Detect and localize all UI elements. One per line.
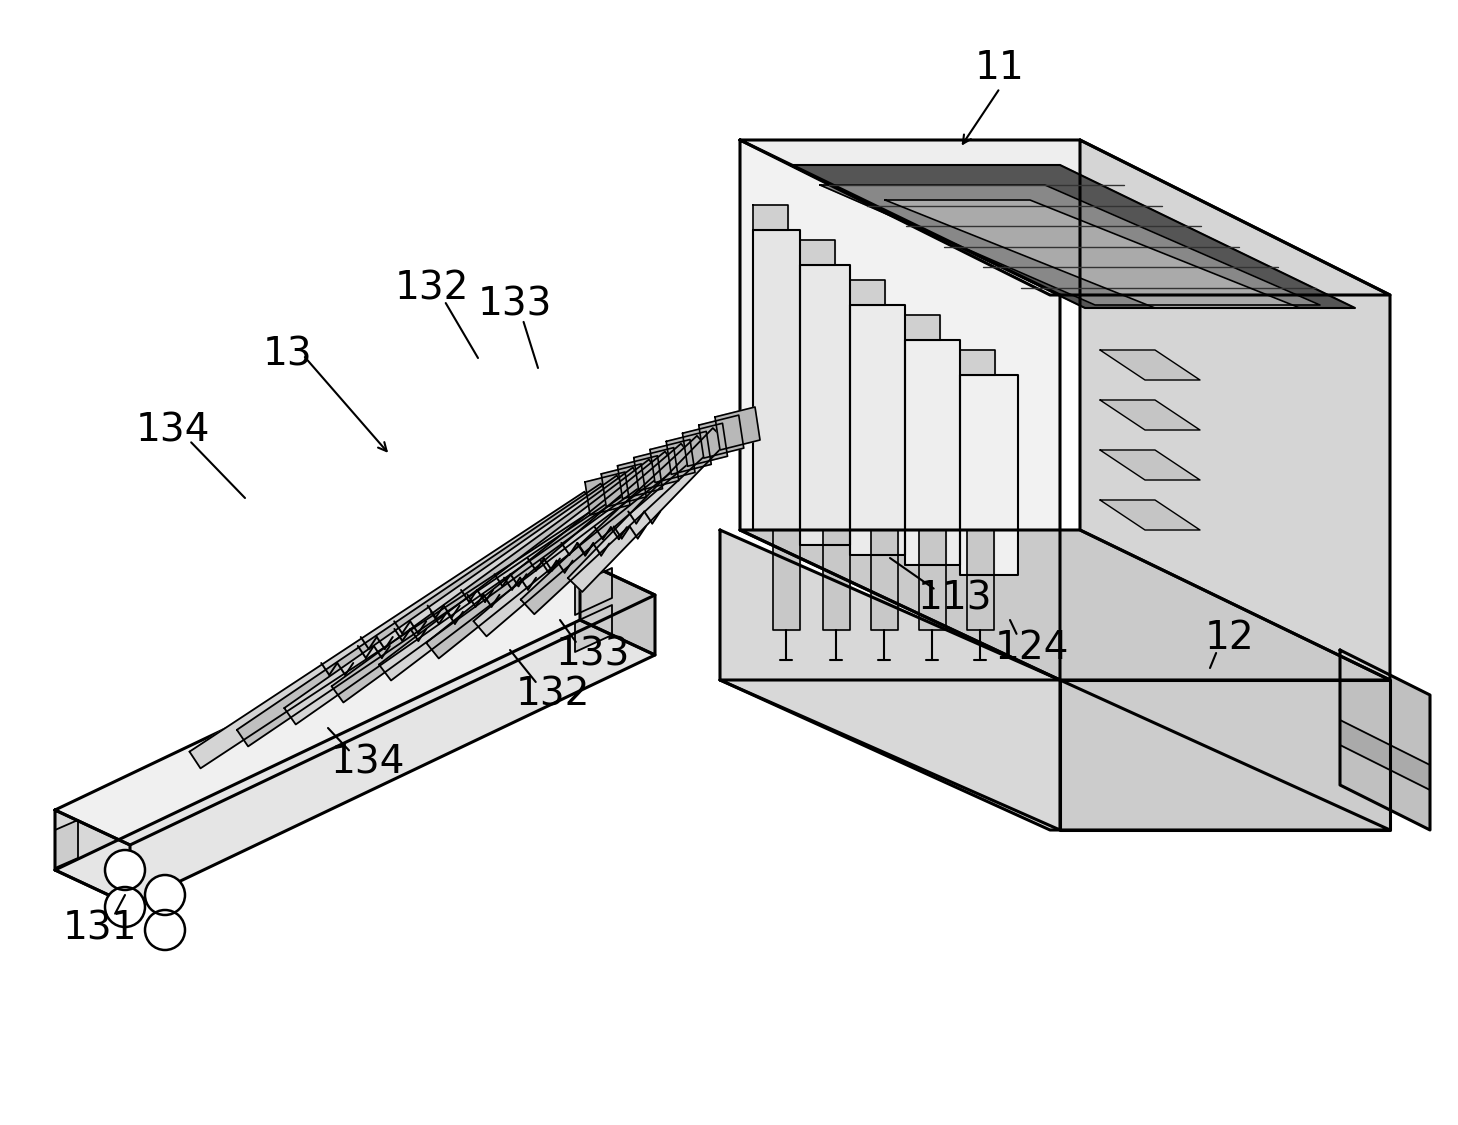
Polygon shape bbox=[1099, 400, 1200, 430]
Polygon shape bbox=[634, 448, 679, 490]
Polygon shape bbox=[1099, 350, 1200, 380]
Polygon shape bbox=[819, 184, 1319, 305]
Polygon shape bbox=[720, 680, 1389, 830]
Polygon shape bbox=[521, 435, 710, 614]
Polygon shape bbox=[850, 305, 905, 555]
Polygon shape bbox=[714, 407, 760, 450]
Polygon shape bbox=[822, 530, 850, 630]
Polygon shape bbox=[720, 530, 1060, 830]
Polygon shape bbox=[741, 140, 1060, 680]
Text: 134: 134 bbox=[331, 742, 405, 781]
Polygon shape bbox=[618, 456, 662, 498]
Polygon shape bbox=[331, 468, 644, 702]
Polygon shape bbox=[967, 530, 994, 630]
Circle shape bbox=[105, 886, 144, 927]
Polygon shape bbox=[580, 560, 655, 655]
Text: 132: 132 bbox=[516, 676, 590, 714]
Polygon shape bbox=[1340, 650, 1430, 830]
Polygon shape bbox=[567, 428, 728, 592]
Polygon shape bbox=[1060, 680, 1389, 830]
Polygon shape bbox=[800, 266, 850, 544]
Polygon shape bbox=[601, 464, 646, 507]
Polygon shape bbox=[905, 315, 940, 340]
Polygon shape bbox=[682, 423, 728, 466]
Circle shape bbox=[144, 875, 185, 915]
Circle shape bbox=[144, 910, 185, 950]
Polygon shape bbox=[790, 165, 1354, 308]
Polygon shape bbox=[379, 459, 660, 681]
Text: 124: 124 bbox=[994, 629, 1069, 667]
Polygon shape bbox=[741, 140, 1389, 295]
Polygon shape bbox=[55, 810, 130, 905]
Polygon shape bbox=[752, 205, 787, 230]
Text: 12: 12 bbox=[1206, 619, 1255, 657]
Polygon shape bbox=[959, 350, 994, 375]
Polygon shape bbox=[284, 476, 628, 724]
Circle shape bbox=[105, 850, 144, 890]
Polygon shape bbox=[885, 200, 1301, 308]
Polygon shape bbox=[698, 415, 744, 458]
Polygon shape bbox=[585, 472, 630, 515]
Polygon shape bbox=[959, 375, 1018, 575]
Polygon shape bbox=[905, 340, 959, 565]
Polygon shape bbox=[236, 484, 612, 746]
Polygon shape bbox=[426, 451, 678, 658]
Polygon shape bbox=[666, 431, 712, 475]
Polygon shape bbox=[55, 620, 655, 904]
Polygon shape bbox=[55, 820, 77, 868]
Polygon shape bbox=[650, 440, 695, 483]
Polygon shape bbox=[55, 560, 655, 845]
Polygon shape bbox=[773, 530, 800, 630]
Polygon shape bbox=[850, 280, 885, 305]
Polygon shape bbox=[752, 229, 800, 530]
Text: 133: 133 bbox=[555, 636, 630, 674]
Text: 134: 134 bbox=[136, 411, 210, 449]
Text: 131: 131 bbox=[63, 909, 137, 947]
Text: 133: 133 bbox=[478, 286, 553, 324]
Text: 11: 11 bbox=[975, 50, 1025, 87]
Polygon shape bbox=[574, 568, 612, 615]
Text: 13: 13 bbox=[264, 336, 313, 374]
Polygon shape bbox=[1099, 450, 1200, 480]
Polygon shape bbox=[800, 240, 835, 266]
Polygon shape bbox=[574, 605, 612, 652]
Polygon shape bbox=[190, 492, 595, 768]
Text: 113: 113 bbox=[917, 579, 993, 616]
Polygon shape bbox=[870, 530, 898, 630]
Polygon shape bbox=[1080, 140, 1389, 680]
Polygon shape bbox=[741, 530, 1389, 680]
Text: 132: 132 bbox=[395, 269, 469, 307]
Polygon shape bbox=[1099, 500, 1200, 530]
Polygon shape bbox=[1340, 720, 1430, 790]
Polygon shape bbox=[919, 530, 946, 630]
Polygon shape bbox=[474, 443, 694, 637]
